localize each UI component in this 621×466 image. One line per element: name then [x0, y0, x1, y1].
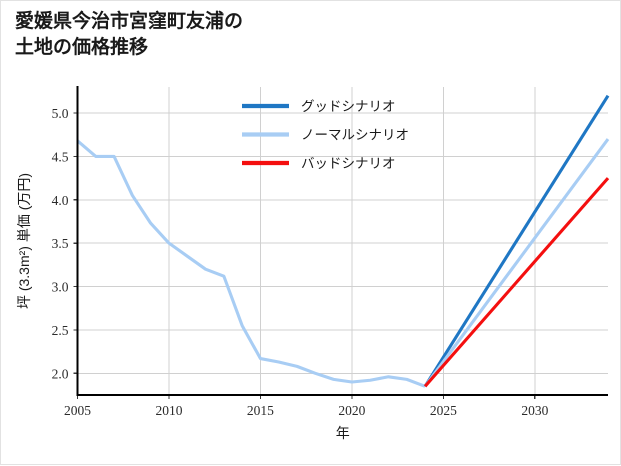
page-title: 愛媛県今治市宮窪町友浦の 土地の価格推移: [15, 11, 244, 58]
series-line: [423, 138, 610, 388]
y-gridlines: [77, 112, 608, 374]
x-tick-labels: 2005 2010 2015 2020 2025 2030: [64, 403, 549, 418]
x-axis-title: 年: [336, 425, 350, 441]
series-line: [423, 94, 610, 388]
x-tick-label: 2020: [338, 403, 365, 418]
y-tick-label: 4.5: [52, 149, 69, 164]
y-tick-labels: 2.0 2.5 3.0 3.5 4.0 4.5 5.0: [52, 106, 69, 381]
y-tick-label: 2.5: [52, 323, 69, 338]
y-tick-label: 2.0: [52, 366, 69, 381]
y-axis-title: 坪 (3.3m²) 単価 (万円): [16, 173, 32, 309]
x-tick-label: 2025: [430, 403, 457, 418]
series-line: [76, 139, 426, 388]
y-tick-label: 3.5: [52, 236, 69, 251]
x-tick-label: 2005: [64, 403, 91, 418]
y-tick-label: 5.0: [52, 106, 69, 121]
legend-label: ノーマルシナリオ: [301, 128, 409, 143]
x-tick-label: 2015: [247, 403, 274, 418]
y-tick-label: 4.0: [52, 193, 69, 208]
legend-label: グッドシナリオ: [301, 99, 396, 114]
x-tick-label: 2030: [521, 403, 548, 418]
legend-label: バッドシナリオ: [301, 156, 396, 171]
axis-spines: [76, 86, 608, 397]
series-line: [423, 177, 610, 388]
data-series-group: [76, 94, 610, 388]
y-tick-label: 3.0: [52, 280, 69, 295]
x-tick-label: 2010: [155, 403, 182, 418]
